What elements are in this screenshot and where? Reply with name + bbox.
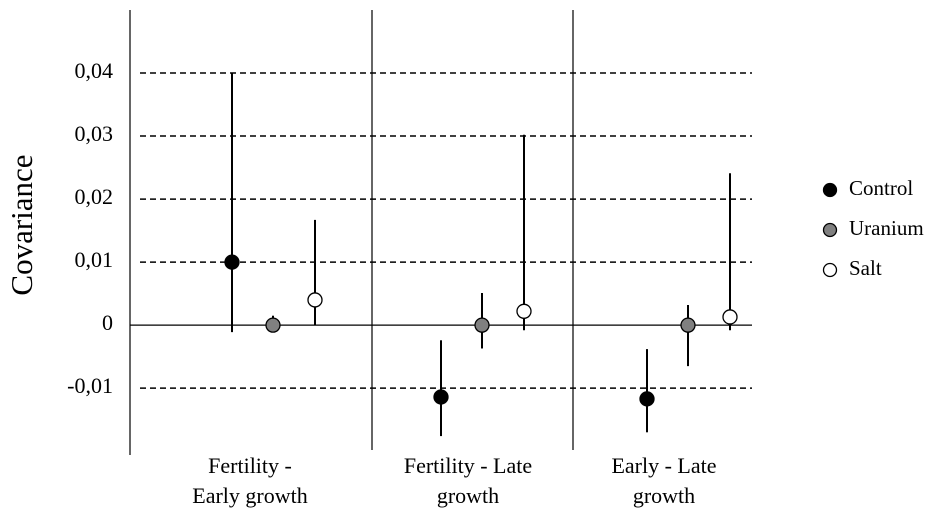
legend-label: Control xyxy=(849,176,913,200)
y-tick-label: 0,01 xyxy=(75,247,114,272)
point xyxy=(474,317,490,333)
y-axis-label: Covariance xyxy=(4,154,39,295)
point xyxy=(722,309,738,325)
point xyxy=(307,292,323,308)
x-tick-label: Early - Late xyxy=(611,453,716,478)
y-tick-label: 0,03 xyxy=(75,121,114,146)
x-tick-label: growth xyxy=(437,483,499,508)
point xyxy=(639,391,655,407)
legend-marker xyxy=(822,222,838,238)
y-tick-label: -0,01 xyxy=(67,373,113,398)
legend-label: Uranium xyxy=(849,216,924,240)
x-tick-label: Early growth xyxy=(192,483,307,508)
y-tick-label: 0,04 xyxy=(75,58,114,83)
y-tick-label: 0 xyxy=(102,310,113,335)
x-tick-label: Fertility - xyxy=(208,453,292,478)
legend-label: Salt xyxy=(849,256,882,280)
x-tick-label: growth xyxy=(633,483,695,508)
y-tick-label: 0,02 xyxy=(75,184,114,209)
x-tick-label: Fertility - Late xyxy=(404,453,532,478)
legend-marker xyxy=(822,262,838,278)
point xyxy=(265,317,281,333)
point xyxy=(433,389,449,405)
legend-marker xyxy=(822,182,838,198)
point xyxy=(680,317,696,333)
point xyxy=(516,303,532,319)
point xyxy=(224,254,240,270)
